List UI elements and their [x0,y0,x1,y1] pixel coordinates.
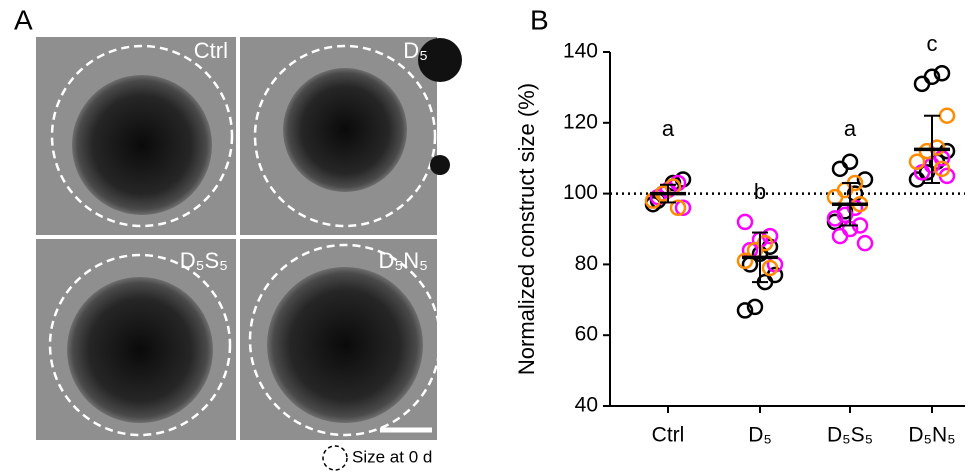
data-point [913,75,931,93]
data-point [761,259,779,277]
debris [418,38,462,82]
significance-letter: a [844,116,857,141]
image-label: D₅N₅ [379,248,429,273]
image-label: D₅ [403,38,428,63]
data-point [736,252,754,270]
image-label: D₅S₅ [180,248,228,273]
data-point [856,171,874,188]
micrograph: Ctrl [36,37,236,235]
initial-size-circle [248,243,442,437]
data-point [928,139,946,156]
y-tick-label: 140 [563,40,598,63]
initial-size-circle [50,44,234,228]
chart: B Normalized construct size (%) 40 60 80 10… [514,4,965,447]
construct [67,277,213,423]
data-point [746,298,764,316]
legend-label: Size at 0 d [352,447,432,466]
micrograph: D₅ [240,37,462,235]
data-point [674,199,692,217]
y-tick-label: 80 [575,252,598,275]
data-point [826,210,844,227]
image-label: Ctrl [194,38,228,63]
x-tick-label: D₅N₅ [908,424,955,447]
micrograph: D₅N₅ [240,239,442,440]
data-point [736,213,754,231]
y-axis-label: Normalized construct size (%) [514,83,539,375]
construct [283,68,407,192]
micrograph: D₅S₅ [36,239,236,440]
data-point [826,188,844,206]
x-tick-label: D₅S₅ [827,424,873,447]
panel-label: B [530,4,549,35]
data-point [908,153,926,170]
debris [430,155,450,175]
data-point [756,234,774,252]
y-tick-label: 120 [563,110,598,133]
data-point [831,160,849,178]
y-tick-label: 100 [563,181,598,204]
significance-letter: a [662,116,675,141]
panel-label: A [14,4,33,35]
construct [72,75,212,215]
data-point [831,227,849,245]
significance-letter: b [754,179,766,204]
initial-size-circle [48,253,232,437]
significance-letter: c [927,31,938,56]
data-point [669,199,687,217]
data-point [938,107,956,124]
y-tick-label: 40 [575,394,598,417]
data-point [918,142,936,160]
legend-symbol [322,445,348,471]
initial-size-circle [253,44,437,228]
data-point [923,68,941,86]
data-point [933,160,951,178]
construct [267,267,423,423]
data-point [856,234,874,252]
x-tick-label: Ctrl [652,424,685,447]
x-tick-label: D₅ [748,424,772,447]
y-tick-label: 60 [575,323,598,346]
data-point [933,64,951,82]
data-point [736,302,754,319]
data-point [841,153,859,170]
